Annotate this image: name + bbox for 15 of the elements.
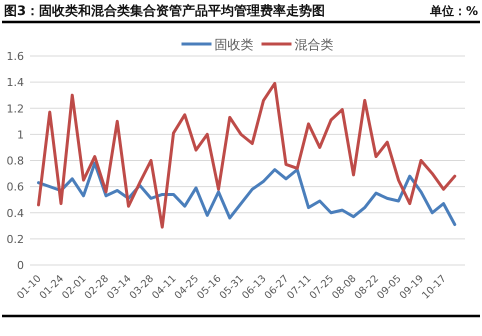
y-axis-title: 单位：%: [428, 4, 478, 18]
y-tick-label: 0.4: [6, 206, 24, 220]
y-tick-label: 1: [17, 128, 24, 142]
y-tick-label: 0.2: [6, 232, 24, 246]
y-tick-label: 1.4: [6, 76, 24, 90]
y-tick-label: 0.6: [6, 180, 24, 194]
legend-label: 固收类: [214, 38, 254, 53]
line-series: [37, 162, 456, 226]
legend-label: 混合类: [294, 38, 334, 53]
y-tick-label: 0.8: [6, 154, 24, 168]
y-tick-label: 0: [17, 259, 24, 272]
y-tick-label: 1.6: [6, 50, 24, 63]
y-tick-label: 1.2: [6, 102, 24, 116]
chart-title: 图3：固收类和混合类集合资管产品平均管理费率走势图: [4, 3, 326, 19]
line-series: [37, 82, 456, 229]
